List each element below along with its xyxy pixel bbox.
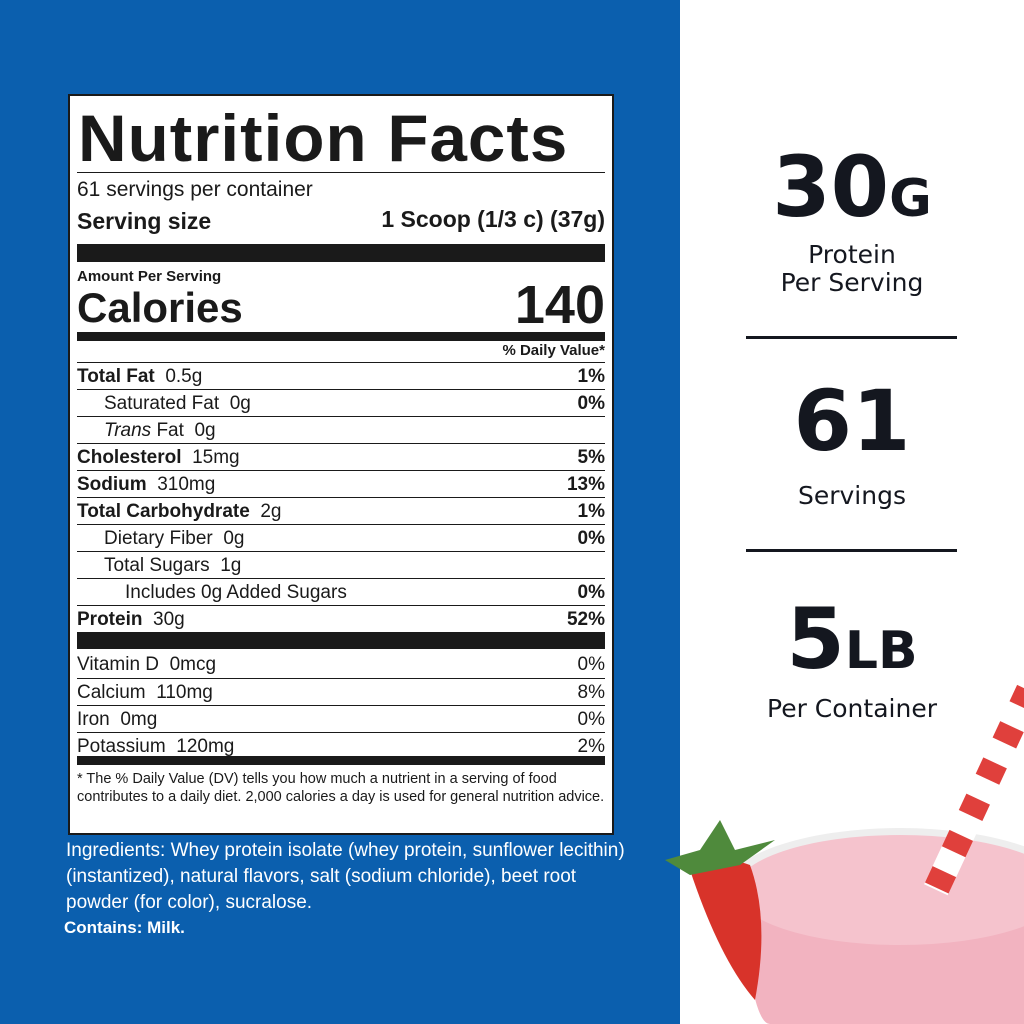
vitamin-amount: 120mg [176, 736, 235, 757]
nutrient-dv: 0% [577, 393, 605, 414]
ingredients: Ingredients: Whey protein isolate (whey … [66, 840, 625, 913]
footnote: * The % Daily Value (DV) tells you how m… [77, 771, 605, 805]
nutrient-name: Total Sugars [104, 555, 210, 576]
nutrient-dv: 13% [566, 474, 605, 495]
serving-size-value: 1 Scoop (1/3 c) (37g) [381, 206, 605, 232]
nutrient-name: Protein [77, 609, 143, 630]
weight-highlight: 5LB [786, 590, 918, 688]
daily-value-header: % Daily Value* [502, 342, 605, 359]
nutrient-amount: 0g [194, 420, 216, 441]
vitamin-dv: 2% [577, 736, 605, 757]
vitamin-row: Calcium 110mg 8% [77, 678, 605, 705]
nutrient-name: Total Carbohydrate [77, 501, 250, 522]
vitamin-dv: 0% [577, 709, 605, 730]
nutrient-name: Trans Fat [104, 420, 184, 441]
nutrient-dv: 5% [577, 447, 605, 468]
nutrient-amount: 0g [229, 393, 251, 414]
nutrient-row: Protein 30g 52% [77, 605, 605, 632]
vitamin-dv: 8% [577, 682, 605, 703]
vitamin-row: Iron 0mg 0% [77, 705, 605, 732]
nutrient-amount: 310mg [157, 474, 216, 495]
vitamin-dv: 0% [577, 654, 605, 675]
nutrient-row: Sodium 310mg 13% [77, 470, 605, 497]
nutrient-amount: 15mg [192, 447, 240, 468]
protein-caption: Protein Per Serving [780, 240, 924, 297]
nutrient-name: Sodium [77, 474, 147, 495]
vitamin-amount: 0mg [120, 709, 158, 730]
strawberry-shake-image [665, 680, 1024, 1024]
nutrient-row: Total Carbohydrate 2g 1% [77, 497, 605, 524]
nutrient-dv: 1% [577, 501, 605, 522]
amount-per-serving: Amount Per Serving [77, 268, 222, 285]
vitamin-row: Vitamin D 0mcg 0% [77, 651, 605, 678]
label-title: Nutrition Facts [78, 101, 569, 175]
vitamin-name: Vitamin D [77, 654, 160, 675]
vitamin-amount: 110mg [156, 682, 213, 703]
divider [746, 549, 957, 552]
nutrient-amount: 2g [260, 501, 282, 522]
servings-per-container: 61 servings per container [77, 178, 313, 201]
nutrition-facts-label: Nutrition Facts 61 servings per containe… [68, 94, 614, 835]
nutrient-row: Total Sugars 1g [77, 551, 605, 578]
nutrient-name: Dietary Fiber [104, 528, 213, 549]
vitamin-name: Potassium [77, 736, 166, 757]
nutrient-row: Dietary Fiber 0g 0% [77, 524, 605, 551]
nutrient-amount: 30g [153, 609, 185, 630]
protein-highlight: 30G [772, 138, 932, 236]
nutrient-name: Total Fat [77, 366, 155, 387]
calories-label: Calories [77, 284, 243, 331]
nutrient-amount: 0.5g [165, 366, 203, 387]
weight-caption: Per Container [767, 694, 937, 723]
nutrient-dv: 0% [577, 528, 605, 549]
nutrient-name: Saturated Fat [104, 393, 220, 414]
servings-caption: Servings [797, 481, 906, 510]
nutrient-amount: 1g [220, 555, 242, 576]
nutrient-name: Includes 0g Added Sugars [125, 582, 347, 603]
serving-size-label: Serving size [77, 208, 212, 234]
vitamin-amount: 0mcg [169, 654, 217, 675]
strawberry-icon [690, 858, 762, 1000]
vitamin-name: Iron [77, 709, 110, 730]
nutrient-dv: 52% [566, 609, 605, 630]
nutrient-row: Trans Fat 0g [77, 416, 605, 443]
vitamin-row: Potassium 120mg 2% [77, 732, 605, 759]
nutrient-row: Includes 0g Added Sugars 0% [77, 578, 605, 605]
nutrient-row: Saturated Fat 0g 0% [77, 389, 605, 416]
nutrient-row: Cholesterol 15mg 5% [77, 443, 605, 470]
nutrient-dv: 0% [577, 582, 605, 603]
vitamin-name: Calcium [77, 682, 146, 703]
nutrient-dv: 1% [577, 366, 605, 387]
allergen-statement: Contains: Milk. [64, 918, 185, 937]
nutrient-row: Total Fat 0.5g 1% [77, 362, 605, 389]
nutrient-amount: 0g [223, 528, 245, 549]
divider [746, 336, 957, 339]
nutrient-name: Cholesterol [77, 447, 182, 468]
calories-value: 140 [514, 275, 605, 335]
servings-highlight: 61 [793, 372, 911, 470]
